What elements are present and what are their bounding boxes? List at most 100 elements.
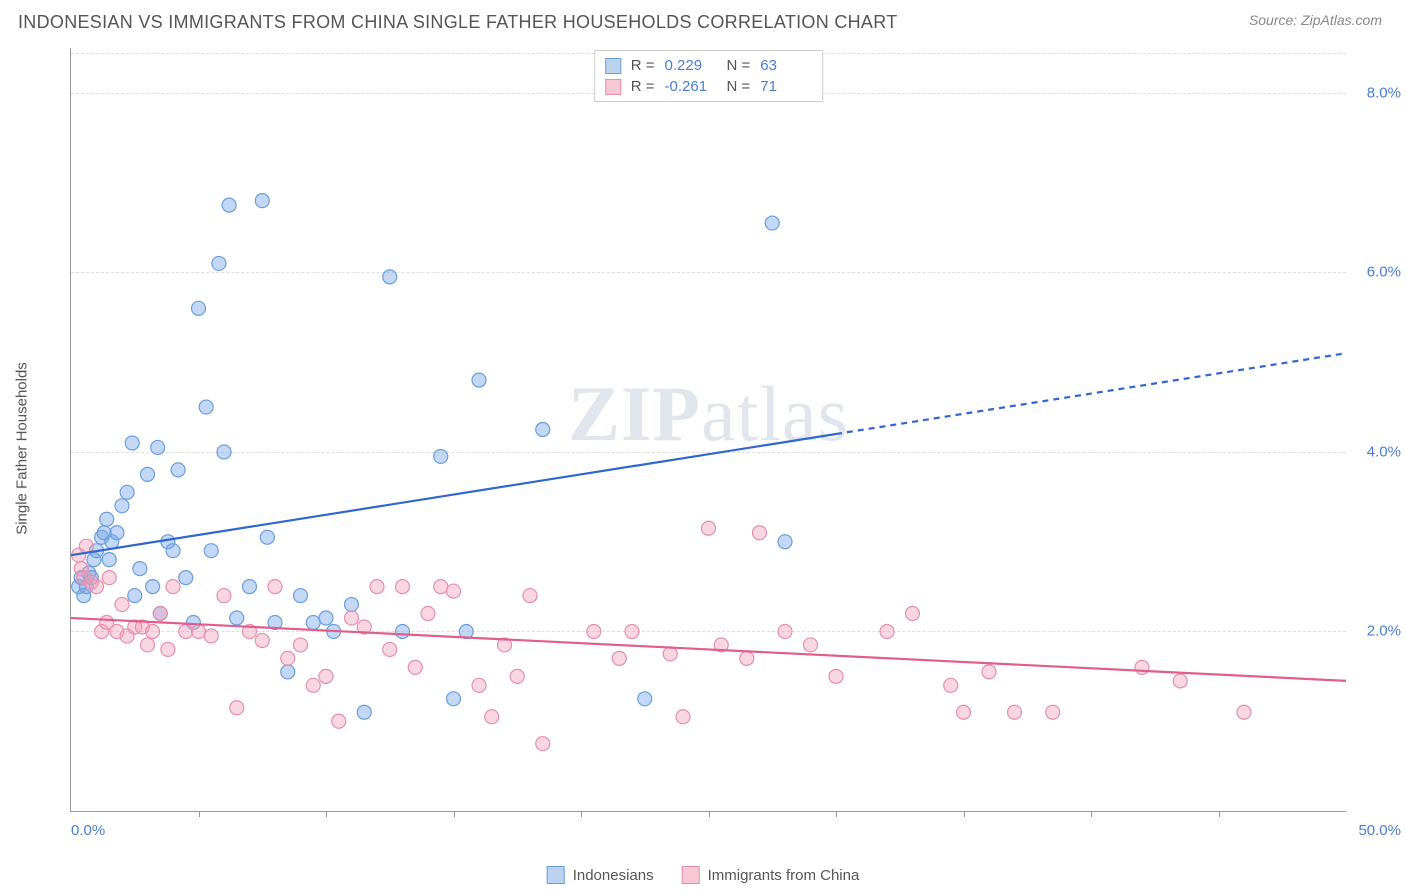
legend-swatch-2 [682,866,700,884]
scatter-point-indonesians [765,216,779,230]
correlation-row-1: R = 0.229 N = 63 [605,55,813,76]
scatter-point-china [536,737,550,751]
scatter-point-china [332,714,346,728]
scatter-point-indonesians [179,571,193,585]
scatter-point-indonesians [100,512,114,526]
scatter-point-indonesians [396,624,410,638]
scatter-point-china [294,638,308,652]
x-tick-label-right: 50.0% [1358,822,1401,839]
correlation-row-2: R = -0.261 N = 71 [605,76,813,97]
scatter-point-china [472,678,486,692]
scatter-point-indonesians [306,615,320,629]
scatter-svg [71,48,1346,811]
scatter-point-china [153,607,167,621]
scatter-point-china [217,589,231,603]
trend-line-extrapolated-indonesians [836,353,1346,434]
n-value-2: 71 [760,78,812,95]
correlation-swatch-2 [605,79,621,95]
x-tick [454,811,455,817]
scatter-point-indonesians [447,692,461,706]
correlation-legend-box: R = 0.229 N = 63 R = -0.261 N = 71 [594,50,824,102]
scatter-point-indonesians [212,256,226,270]
scatter-point-china [587,624,601,638]
scatter-point-indonesians [345,598,359,612]
r-value-2: -0.261 [665,78,717,95]
scatter-point-indonesians [255,194,269,208]
scatter-point-indonesians [230,611,244,625]
scatter-point-indonesians [125,436,139,450]
scatter-point-china [625,624,639,638]
scatter-point-china [957,705,971,719]
scatter-point-china [166,580,180,594]
scatter-point-indonesians [133,562,147,576]
correlation-swatch-1 [605,58,621,74]
scatter-point-china [880,624,894,638]
x-tick [581,811,582,817]
scatter-point-china [306,678,320,692]
scatter-point-indonesians [120,485,134,499]
scatter-point-indonesians [141,467,155,481]
scatter-point-indonesians [222,198,236,212]
scatter-point-china [906,607,920,621]
scatter-point-china [102,571,116,585]
scatter-point-china [408,660,422,674]
r-value-1: 0.229 [665,57,717,74]
n-label-2: N = [727,78,751,95]
scatter-point-indonesians [199,400,213,414]
scatter-point-indonesians [166,544,180,558]
scatter-point-indonesians [192,301,206,315]
scatter-point-indonesians [472,373,486,387]
n-label-1: N = [727,57,751,74]
scatter-point-china [345,611,359,625]
scatter-point-china [702,521,716,535]
scatter-point-indonesians [536,423,550,437]
scatter-point-china [421,607,435,621]
scatter-point-china [447,584,461,598]
scatter-point-china [396,580,410,594]
source-name: ZipAtlas.com [1301,12,1382,28]
n-value-1: 63 [760,57,812,74]
x-tick [199,811,200,817]
legend-item-1: Indonesians [547,866,654,884]
scatter-point-indonesians [434,449,448,463]
scatter-point-china [319,669,333,683]
scatter-point-indonesians [204,544,218,558]
scatter-point-china [663,647,677,661]
scatter-point-indonesians [778,535,792,549]
legend-label-2: Immigrants from China [708,867,860,884]
x-tick [1091,811,1092,817]
scatter-point-china [753,526,767,540]
scatter-point-china [370,580,384,594]
scatter-point-china [804,638,818,652]
scatter-point-china [268,580,282,594]
scatter-point-indonesians [319,611,333,625]
y-axis-label: Single Father Households [14,362,31,535]
scatter-point-china [1008,705,1022,719]
scatter-point-china [255,633,269,647]
source-attribution: Source: ZipAtlas.com [1249,12,1382,28]
chart-title: INDONESIAN VS IMMIGRANTS FROM CHINA SING… [18,12,898,33]
scatter-point-china [829,669,843,683]
scatter-point-china [230,701,244,715]
x-tick [836,811,837,817]
scatter-point-china [146,624,160,638]
scatter-point-china [944,678,958,692]
scatter-point-china [179,624,193,638]
trend-line-china [71,618,1346,681]
scatter-point-china [1046,705,1060,719]
scatter-point-china [612,651,626,665]
scatter-point-indonesians [260,530,274,544]
scatter-point-indonesians [357,705,371,719]
plot-area: ZIPatlas R = 0.229 N = 63 R = -0.261 N =… [70,48,1346,812]
scatter-point-china [115,598,129,612]
x-tick [964,811,965,817]
y-tick-label: 6.0% [1367,264,1401,281]
scatter-point-indonesians [110,526,124,540]
bottom-legend: Indonesians Immigrants from China [547,866,860,884]
scatter-point-china [523,589,537,603]
scatter-point-china [90,580,104,594]
scatter-point-china [192,624,206,638]
scatter-point-china [982,665,996,679]
chart-container: Single Father Households ZIPatlas R = 0.… [50,48,1346,832]
x-tick [326,811,327,817]
